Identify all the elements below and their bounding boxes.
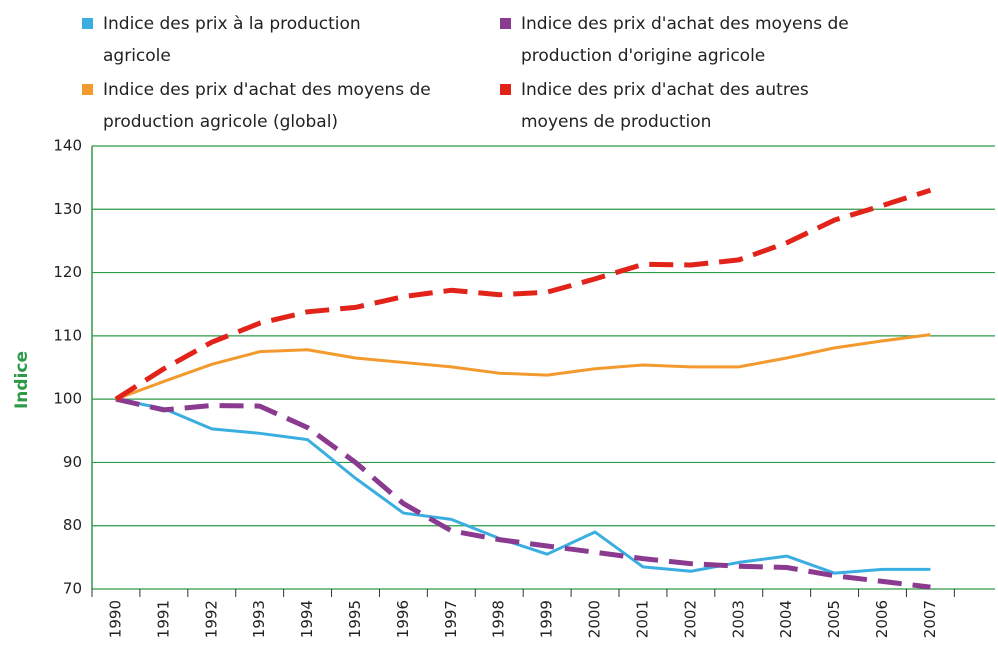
legend-item: Indice des prix d'achat des autres moyen… (500, 74, 851, 138)
y-tick-label: 70 (63, 580, 82, 598)
y-tick-label: 140 (53, 137, 82, 155)
x-tick-label: 2007 (921, 600, 939, 638)
x-tick-label: 1994 (298, 600, 316, 638)
x-tick-label: 2005 (825, 600, 843, 638)
y-tick-label: 80 (63, 516, 82, 534)
y-axis-label: Indice (12, 351, 32, 409)
y-tick-label: 120 (53, 263, 82, 281)
y-tick-label: 90 (63, 453, 82, 471)
y-tick-label: 130 (53, 200, 82, 218)
x-tick-label: 1997 (442, 600, 460, 638)
x-tick-label: 1998 (490, 600, 508, 638)
legend-label: Indice des prix à la production agricole (103, 14, 361, 66)
x-tick-label: 1995 (346, 600, 364, 638)
x-tick-label: 1996 (394, 600, 412, 638)
legend-swatch (500, 18, 511, 29)
x-tick-label: 1993 (250, 600, 268, 638)
x-tick-label: 2003 (729, 600, 747, 638)
y-tick-label: 110 (53, 326, 82, 344)
series-line (115, 333, 931, 401)
legend-label: Indice des prix d'achat des moyens de pr… (521, 14, 849, 66)
legend-label: Indice des prix d'achat des moyens de pr… (103, 80, 431, 132)
legend-swatch (500, 84, 511, 95)
series-line (115, 397, 931, 575)
x-tick-label: 1991 (154, 600, 172, 638)
legend-label: Indice des prix d'achat des autres moyen… (521, 80, 809, 132)
x-tick-label: 1999 (538, 600, 556, 638)
y-tick-label: 100 (53, 390, 82, 408)
legend-swatch (82, 18, 93, 29)
legend-item: Indice des prix à la production agricole (82, 8, 433, 72)
x-tick-label: 2006 (873, 600, 891, 638)
x-tick-label: 1992 (202, 600, 220, 638)
x-tick-label: 2004 (777, 600, 795, 638)
x-tick-label: 1990 (106, 600, 124, 638)
legend-item: Indice des prix d'achat des moyens de pr… (82, 74, 433, 138)
series-line (115, 396, 931, 590)
x-tick-label: 2001 (633, 600, 651, 638)
x-tick-label: 2000 (586, 600, 604, 638)
series-line (114, 187, 932, 402)
legend-item: Indice des prix d'achat des moyens de pr… (500, 8, 851, 72)
legend-swatch (82, 84, 93, 95)
x-tick-label: 2002 (681, 600, 699, 638)
